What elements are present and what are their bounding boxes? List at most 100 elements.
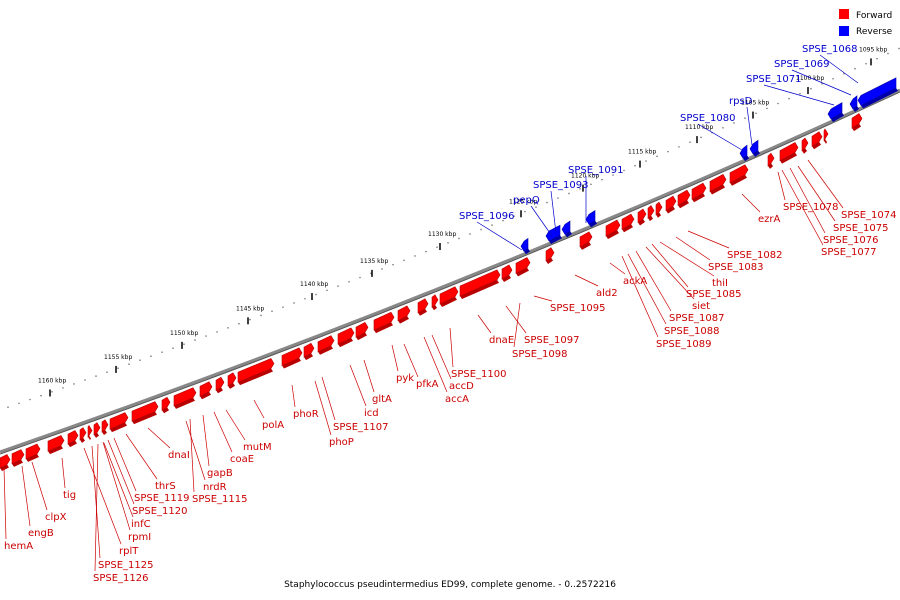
scale-tick-label: 1130 kbp — [428, 231, 456, 238]
scale-tick-label: 1135 kbp — [360, 258, 388, 265]
forward-gene — [131, 401, 159, 422]
reverse-gene-shadow — [549, 235, 562, 244]
forward-gene — [87, 424, 93, 438]
forward-gene-shadow — [68, 440, 77, 448]
forward-label-leader — [807, 159, 844, 209]
forward-label-leader — [431, 334, 452, 380]
reverse-label-leader — [763, 84, 835, 106]
forward-gene-label: phoP — [329, 437, 354, 448]
forward-gene — [621, 213, 635, 230]
forward-gene — [0, 454, 11, 469]
forward-gene — [397, 305, 411, 322]
forward-label-leader — [797, 165, 836, 222]
forward-gene — [709, 174, 727, 192]
scale-tick-label: 1105 kbp — [741, 100, 769, 107]
forward-gene-label: SPSE_1077 — [821, 247, 877, 258]
forward-gene — [173, 387, 197, 407]
forward-gene — [227, 372, 237, 387]
forward-gene-shadow — [440, 296, 457, 308]
reverse-gene-shadow — [753, 150, 760, 157]
forward-gene-shadow — [238, 368, 273, 386]
legend-forward-label: Forward — [856, 11, 892, 21]
forward-gene-shadow — [516, 267, 529, 277]
forward-gene-label: siet — [692, 301, 710, 312]
forward-label-leader — [91, 445, 101, 559]
forward-gene-label: SPSE_1075 — [833, 223, 889, 234]
legend-forward-swatch — [839, 9, 849, 19]
forward-gene-shadow — [656, 212, 661, 218]
forward-gene-label: SPSE_1082 — [727, 250, 783, 261]
forward-gene-shadow — [606, 230, 619, 239]
reverse-gene-label: SPSE_1069 — [774, 59, 830, 70]
forward-gene-shadow — [374, 322, 393, 334]
forward-label-leader — [675, 236, 711, 261]
forward-gene-label: hemA — [4, 541, 33, 552]
forward-label-leader — [781, 169, 824, 246]
forward-label-leader — [31, 461, 48, 511]
forward-gene — [459, 269, 501, 297]
forward-gene-label: SPSE_1095 — [550, 303, 606, 314]
reverse-gene — [520, 237, 529, 252]
reverse-gene-label: rpsD — [729, 96, 753, 107]
forward-gene-shadow — [304, 353, 313, 361]
forward-gene-label: thrS — [155, 481, 176, 492]
forward-gene — [811, 131, 823, 147]
forward-gene — [93, 422, 101, 436]
forward-gene-label: SPSE_1098 — [512, 349, 568, 360]
forward-gene-label: SPSE_1115 — [192, 494, 248, 505]
forward-label-leader — [349, 364, 367, 407]
forward-gene — [67, 430, 79, 445]
forward-gene-label: pyk — [396, 373, 414, 384]
forward-gene — [647, 205, 655, 219]
forward-gene-shadow — [678, 200, 689, 209]
forward-gene-shadow — [26, 453, 39, 462]
forward-gene-shadow — [110, 422, 127, 433]
reverse-label-leader — [697, 123, 743, 151]
forward-gene-label: SPSE_1125 — [98, 560, 154, 571]
forward-label-leader — [225, 409, 246, 441]
forward-gene-label: SPSE_1085 — [686, 289, 742, 300]
forward-gene-label: SPSE_1074 — [841, 210, 897, 221]
forward-gene — [545, 247, 555, 262]
forward-gene-shadow — [228, 382, 235, 389]
forward-gene-label: dnaI — [168, 450, 190, 461]
reverse-label-leader — [550, 190, 557, 234]
forward-gene — [801, 137, 809, 152]
forward-label-leader — [609, 262, 626, 275]
reverse-gene-shadow — [853, 105, 859, 113]
reverse-gene-shadow — [589, 220, 597, 228]
forward-label-leader — [94, 443, 99, 572]
forward-gene-label: phoR — [293, 409, 319, 420]
forward-gene-label: SPSE_1120 — [132, 506, 188, 517]
forward-gene-shadow — [730, 174, 747, 186]
forward-gene-shadow — [638, 219, 645, 226]
reverse-gene-label: SPSE_1096 — [459, 211, 515, 222]
forward-label-leader — [125, 433, 158, 480]
forward-gene — [767, 152, 775, 167]
reverse-gene-label: SPSE_1093 — [533, 180, 589, 191]
forward-label-leader — [574, 274, 599, 287]
forward-gene — [665, 195, 677, 212]
forward-gene — [851, 113, 863, 129]
forward-gene — [823, 128, 829, 141]
reverse-gene-shadow — [831, 112, 844, 123]
reverse-gene-shadow — [861, 87, 898, 109]
forward-label-leader — [61, 457, 66, 489]
forward-label-leader — [3, 467, 7, 540]
forward-gene — [439, 286, 459, 305]
scale-tick-label: 1125 kbp — [509, 198, 537, 205]
forward-gene-shadow — [216, 387, 223, 394]
forward-gene-shadow — [418, 308, 427, 316]
forward-gene — [501, 264, 513, 280]
forward-gene-shadow — [460, 279, 499, 300]
forward-label-leader — [659, 241, 715, 277]
forward-gene-shadow — [780, 152, 797, 164]
forward-label-leader — [185, 420, 206, 481]
scale-tick-label: 1100 kbp — [796, 75, 824, 82]
forward-gene — [25, 443, 41, 460]
forward-gene — [373, 311, 395, 331]
scale-tick-label: 1150 kbp — [170, 330, 198, 337]
forward-label-leader — [403, 343, 419, 378]
forward-gene-shadow — [80, 437, 85, 443]
forward-label-leader — [213, 411, 233, 453]
